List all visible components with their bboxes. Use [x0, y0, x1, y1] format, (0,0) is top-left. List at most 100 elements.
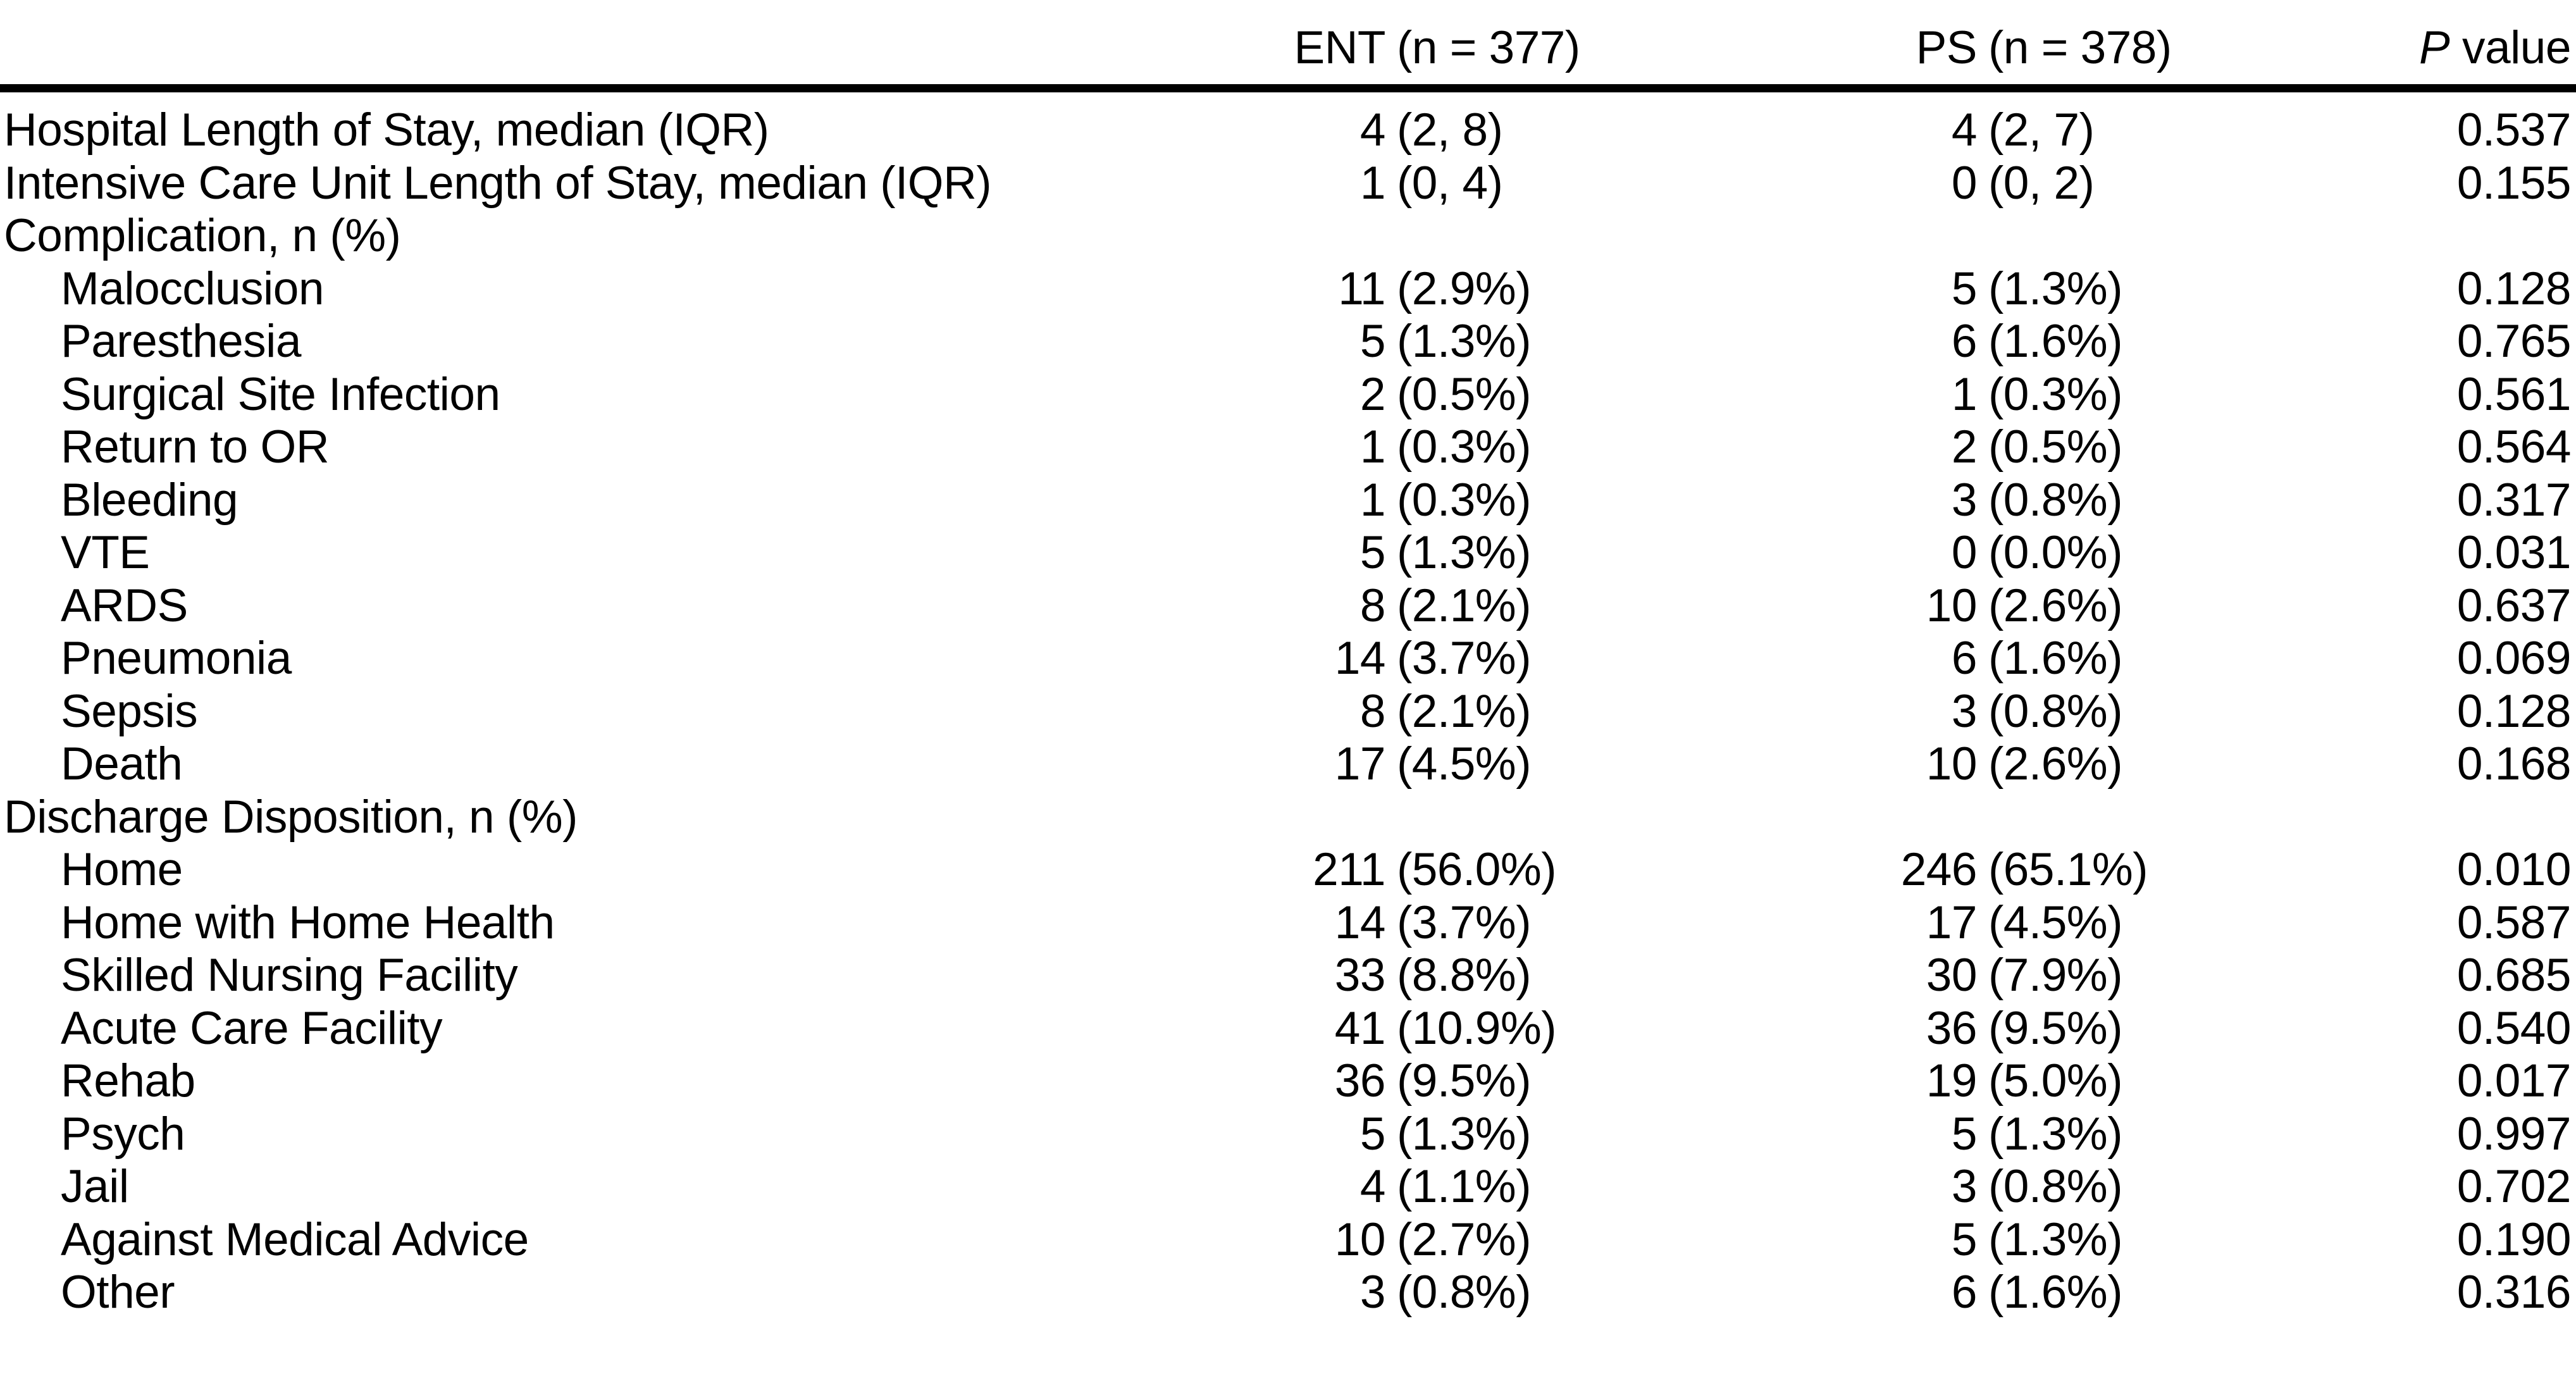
ent-count: 10: [1334, 1213, 1386, 1265]
ent-percent: (56.0%): [1397, 844, 1557, 895]
ent-count: 5: [1359, 1108, 1386, 1160]
ps-count: 3: [1951, 685, 1978, 737]
ps-count: [1638, 209, 1977, 263]
ent-percent: (0, 4): [1397, 157, 1503, 209]
p-value: [2227, 209, 2571, 263]
ent-count: 11: [1338, 263, 1385, 314]
row-label: Hospital Length of Stay, median (IQR): [4, 104, 769, 156]
p-value-word: value: [2449, 22, 2572, 73]
ps-count: 5: [1951, 1213, 1978, 1265]
ps-count: 3: [1951, 1161, 1978, 1212]
row-label: Skilled Nursing Facility: [61, 950, 518, 1001]
table-body: Hospital Length of Stay, median (IQR) 4 …: [0, 92, 2576, 1319]
table-row: Sepsis 8 (2.1%) 3 (0.8%) 0.128: [4, 685, 2572, 738]
ent-count: 33: [1334, 950, 1386, 1001]
p-value: 0.561: [2456, 368, 2572, 420]
row-label: Home with Home Health: [61, 896, 555, 948]
table-row: Malocclusion 11 (2.9%) 5 (1.3%) 0.128: [4, 263, 2572, 316]
row-label: Discharge Disposition, n (%): [4, 791, 578, 843]
table-row: Intensive Care Unit Length of Stay, medi…: [4, 157, 2572, 210]
p-value: 0.637: [2456, 580, 2572, 631]
ent-percent: [1397, 209, 1638, 263]
ent-count: [1202, 209, 1385, 263]
p-value: 0.031: [2456, 527, 2572, 578]
ps-percent: (2, 7): [1988, 104, 2095, 156]
table-header-row: ENT (n = 377) PS (n = 378) P value: [0, 0, 2576, 92]
ps-percent: (0.5%): [1988, 421, 2123, 473]
row-label: Jail: [61, 1161, 129, 1212]
ps-percent: (1.6%): [1988, 1267, 2123, 1318]
ps-percent: (7.9%): [1988, 950, 2123, 1001]
table-row: Discharge Disposition, n (%): [4, 791, 2571, 844]
ps-count: 19: [1926, 1055, 1978, 1107]
ent-percent: (9.5%): [1397, 1055, 1532, 1107]
table-row: Jail 4 (1.1%) 3 (0.8%) 0.702: [4, 1160, 2572, 1213]
ent-count: 41: [1334, 1002, 1386, 1054]
row-label: Home: [61, 844, 183, 895]
ps-percent: (0.3%): [1988, 368, 2123, 420]
p-value: [2227, 791, 2571, 844]
table-row: Bleeding 1 (0.3%) 3 (0.8%) 0.317: [4, 474, 2572, 527]
ent-percent: (0.5%): [1397, 368, 1532, 420]
p-value: 0.997: [2456, 1108, 2572, 1160]
ent-percent: (4.5%): [1397, 738, 1532, 790]
ps-count: 1: [1951, 368, 1978, 420]
ps-percent: (9.5%): [1988, 1002, 2123, 1054]
header-ps-group: PS: [1916, 22, 1978, 73]
ps-count: 0: [1951, 527, 1978, 578]
p-value: 0.017: [2456, 1055, 2572, 1107]
p-value: 0.537: [2456, 104, 2572, 156]
ent-count: 3: [1359, 1267, 1386, 1318]
ent-count: [1202, 791, 1385, 844]
ent-percent: (1.3%): [1397, 316, 1532, 367]
ps-count: 246: [1900, 844, 1978, 895]
row-label: Psych: [61, 1108, 185, 1160]
ent-percent: [1397, 791, 1638, 844]
ent-count: 211: [1313, 844, 1385, 895]
row-label: Other: [61, 1267, 175, 1318]
ps-count: 10: [1926, 580, 1978, 631]
table-row: Home 211 (56.0%) 246 (65.1%) 0.010: [4, 843, 2572, 896]
ps-percent: (4.5%): [1988, 896, 2123, 948]
ent-percent: (2.1%): [1397, 685, 1532, 737]
ent-count: 5: [1359, 527, 1386, 578]
ent-count: 1: [1359, 421, 1386, 473]
ent-percent: (2.9%): [1397, 263, 1532, 314]
row-label: Paresthesia: [61, 316, 302, 367]
header-ent-n: (n = 377): [1397, 22, 1580, 73]
p-value: 0.190: [2456, 1213, 2572, 1265]
ps-percent: [1988, 209, 2227, 263]
table-row: Other 3 (0.8%) 6 (1.6%) 0.316: [4, 1266, 2572, 1319]
ent-percent: (10.9%): [1397, 1002, 1557, 1054]
ent-count: 8: [1359, 685, 1386, 737]
ent-count: 36: [1334, 1055, 1386, 1107]
ps-count: 6: [1951, 316, 1978, 367]
row-label: Rehab: [61, 1055, 195, 1107]
table-row: Home with Home Health 14 (3.7%) 17 (4.5%…: [4, 896, 2572, 950]
ps-count: 5: [1951, 1108, 1978, 1160]
ent-count: 17: [1334, 738, 1386, 790]
ps-percent: (0, 2): [1988, 157, 2095, 209]
ps-percent: (0.8%): [1988, 1161, 2123, 1212]
ent-percent: (1.1%): [1397, 1161, 1532, 1212]
ent-percent: (1.3%): [1397, 527, 1532, 578]
row-label: VTE: [61, 527, 150, 578]
ps-percent: [1988, 791, 2227, 844]
ps-percent: (1.6%): [1988, 316, 2123, 367]
ent-count: 8: [1359, 580, 1386, 631]
ps-count: 4: [1951, 104, 1978, 156]
p-value: 0.316: [2456, 1267, 2572, 1318]
table-row: Return to OR 1 (0.3%) 2 (0.5%) 0.564: [4, 421, 2572, 474]
p-value: 0.155: [2456, 157, 2572, 209]
ent-percent: (2.1%): [1397, 580, 1532, 631]
ent-percent: (1.3%): [1397, 1108, 1532, 1160]
row-label: Pneumonia: [61, 633, 292, 684]
table-row: Hospital Length of Stay, median (IQR) 4 …: [4, 104, 2572, 157]
ps-percent: (2.6%): [1988, 580, 2123, 631]
ps-count: 6: [1951, 1267, 1978, 1318]
table-row: Psych 5 (1.3%) 5 (1.3%) 0.997: [4, 1108, 2572, 1161]
p-value: 0.765: [2456, 316, 2572, 367]
ps-count: 6: [1951, 633, 1978, 684]
ps-count: 3: [1951, 474, 1978, 526]
ps-count: [1638, 791, 1977, 844]
